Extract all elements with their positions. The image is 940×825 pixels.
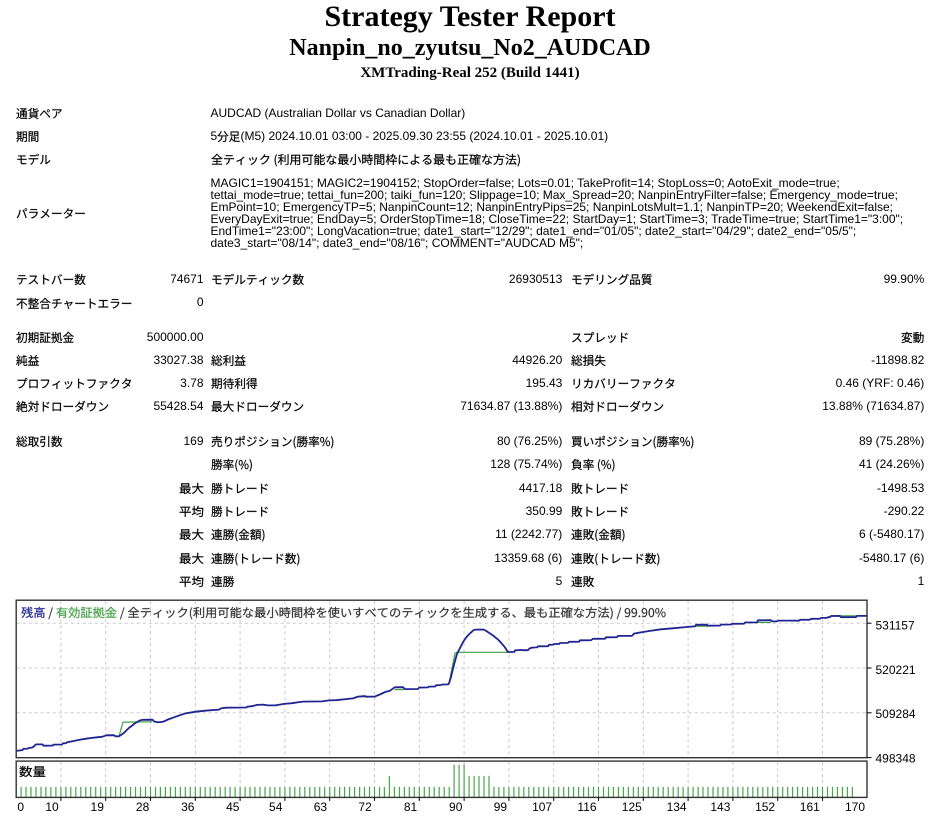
svg-text:63: 63: [314, 800, 328, 814]
svg-text:54: 54: [269, 800, 283, 814]
svg-text:10: 10: [45, 800, 59, 814]
svg-text:28: 28: [136, 800, 150, 814]
svg-text:99: 99: [494, 800, 508, 814]
svg-text:116: 116: [577, 800, 596, 814]
svg-text:72: 72: [358, 800, 372, 814]
svg-text:45: 45: [226, 800, 240, 814]
svg-text:107: 107: [532, 800, 552, 814]
svg-text:19: 19: [91, 800, 105, 814]
svg-text:509284: 509284: [876, 707, 916, 721]
svg-text:134: 134: [667, 800, 687, 814]
svg-text:161: 161: [800, 800, 820, 814]
svg-text:520221: 520221: [876, 663, 916, 677]
svg-text:531157: 531157: [876, 619, 915, 633]
svg-text:0: 0: [17, 800, 24, 814]
svg-text:36: 36: [181, 800, 195, 814]
svg-text:90: 90: [449, 800, 463, 814]
svg-text:152: 152: [755, 800, 775, 814]
svg-text:143: 143: [710, 800, 730, 814]
svg-text:81: 81: [404, 800, 418, 814]
svg-text:170: 170: [845, 800, 865, 814]
svg-text:498348: 498348: [876, 751, 916, 765]
svg-text:125: 125: [622, 800, 642, 814]
